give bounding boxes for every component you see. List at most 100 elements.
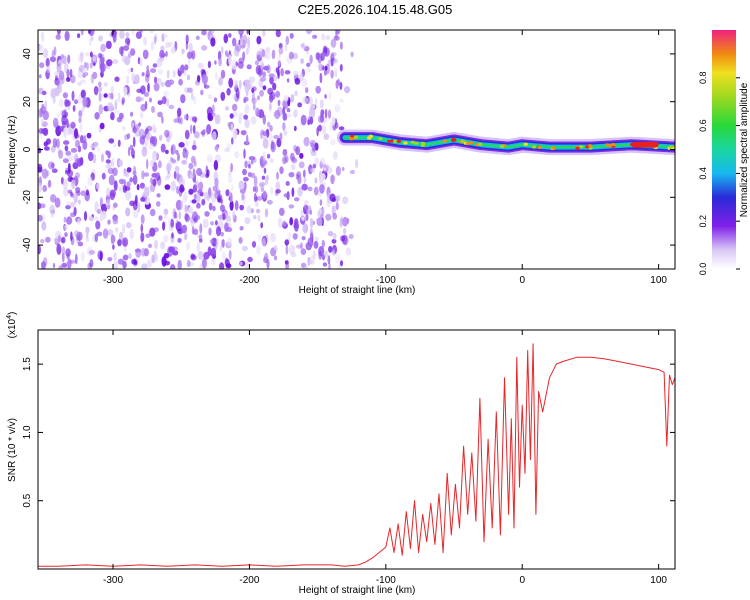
noise-blob	[52, 138, 57, 148]
noise-blob	[153, 250, 157, 261]
noise-blob	[39, 62, 45, 69]
noise-blob	[288, 204, 295, 209]
noise-blob	[81, 68, 88, 77]
noise-blob	[70, 121, 76, 129]
noise-blob	[160, 241, 166, 250]
noise-blob	[170, 218, 174, 228]
noise-blob	[57, 235, 62, 243]
noise-blob	[246, 205, 252, 214]
noise-blob	[96, 231, 103, 237]
noise-blob	[82, 140, 88, 150]
noise-blob	[198, 234, 203, 240]
noise-blob	[283, 94, 289, 102]
noise-blob	[339, 98, 344, 103]
colorbar-tick-label: 0.2	[698, 215, 708, 228]
noise-blob	[315, 85, 322, 94]
noise-blob	[285, 260, 289, 269]
noise-blob	[150, 177, 154, 185]
noise-blob	[195, 180, 199, 190]
noise-blob	[180, 200, 184, 211]
noise-blob	[41, 168, 49, 179]
noise-blob	[335, 201, 339, 211]
noise-blob	[152, 63, 158, 68]
noise-blob	[175, 199, 182, 211]
snr-panel: -300 -200 -100 0 100 0.5 1.0 1.5 Height of str…	[6, 312, 676, 596]
noise-blob	[41, 221, 47, 231]
noise-blob	[193, 175, 196, 184]
signal-hotspot	[353, 135, 359, 139]
noise-blob	[349, 169, 355, 175]
noise-blob	[307, 186, 313, 192]
noise-blob	[327, 192, 331, 204]
noise-blob	[201, 30, 207, 36]
noise-blob	[113, 180, 118, 191]
noise-blob	[208, 227, 212, 236]
noise-blob	[342, 216, 348, 227]
noise-blob	[228, 33, 232, 38]
signal-hotspot	[378, 137, 383, 141]
noise-blob	[213, 97, 218, 103]
noise-blob	[93, 85, 99, 96]
noise-blob	[224, 50, 228, 56]
noise-blob	[297, 186, 303, 197]
noise-blob	[197, 251, 204, 260]
noise-blob	[344, 86, 351, 94]
noise-blob	[322, 124, 327, 135]
noise-blob	[62, 158, 69, 164]
noise-blob	[193, 95, 196, 105]
noise-blob	[130, 111, 134, 117]
noise-blob	[191, 199, 197, 204]
noise-blob	[244, 79, 251, 84]
noise-blob	[331, 205, 336, 216]
noise-blob	[300, 42, 307, 50]
noise-blob	[185, 41, 189, 50]
noise-blob	[170, 145, 174, 155]
noise-blob	[38, 202, 42, 210]
noise-blob	[161, 256, 167, 267]
colorbar-label: Normalized spectral amplitude	[739, 82, 750, 217]
figure-title: C2E5.2026.104.15.48.G05	[298, 2, 453, 17]
signal-hotspot	[523, 142, 528, 146]
noise-blob	[130, 48, 136, 56]
noise-blob	[51, 162, 55, 169]
noise-blob	[247, 171, 252, 178]
noise-blob	[196, 241, 201, 253]
noise-blob	[268, 73, 275, 78]
noise-blob	[186, 51, 193, 59]
noise-blob	[329, 193, 336, 202]
noise-blob	[153, 82, 160, 92]
signal-hotspot	[460, 139, 465, 143]
noise-blob	[101, 153, 104, 163]
noise-blob	[265, 46, 271, 54]
noise-blob	[186, 241, 191, 252]
noise-blob	[274, 109, 281, 120]
noise-blob	[243, 98, 247, 104]
noise-blob	[212, 185, 218, 192]
noise-blob	[166, 172, 171, 179]
noise-blob	[40, 203, 46, 209]
noise-blob	[328, 245, 333, 253]
noise-blob	[58, 74, 65, 85]
noise-blob	[112, 218, 119, 225]
noise-blob	[88, 37, 92, 47]
signal-hotspot	[349, 137, 354, 141]
noise-blob	[208, 202, 213, 211]
noise-blob	[196, 167, 203, 176]
signal-hotspot	[452, 138, 457, 142]
noise-blob	[323, 167, 327, 172]
noise-blob	[114, 109, 120, 115]
noise-blob	[278, 207, 285, 216]
signal-peak	[631, 141, 659, 148]
signal-hotspot	[420, 141, 426, 145]
noise-blob	[38, 144, 41, 149]
noise-blob	[342, 196, 349, 205]
noise-blob	[107, 219, 111, 225]
noise-blob	[184, 129, 190, 140]
noise-blob	[58, 98, 64, 108]
noise-blob	[98, 35, 103, 42]
noise-blob	[194, 131, 200, 139]
noise-blob	[334, 70, 338, 78]
noise-blob	[210, 247, 217, 258]
noise-blob	[142, 191, 150, 198]
noise-blob	[278, 47, 284, 55]
